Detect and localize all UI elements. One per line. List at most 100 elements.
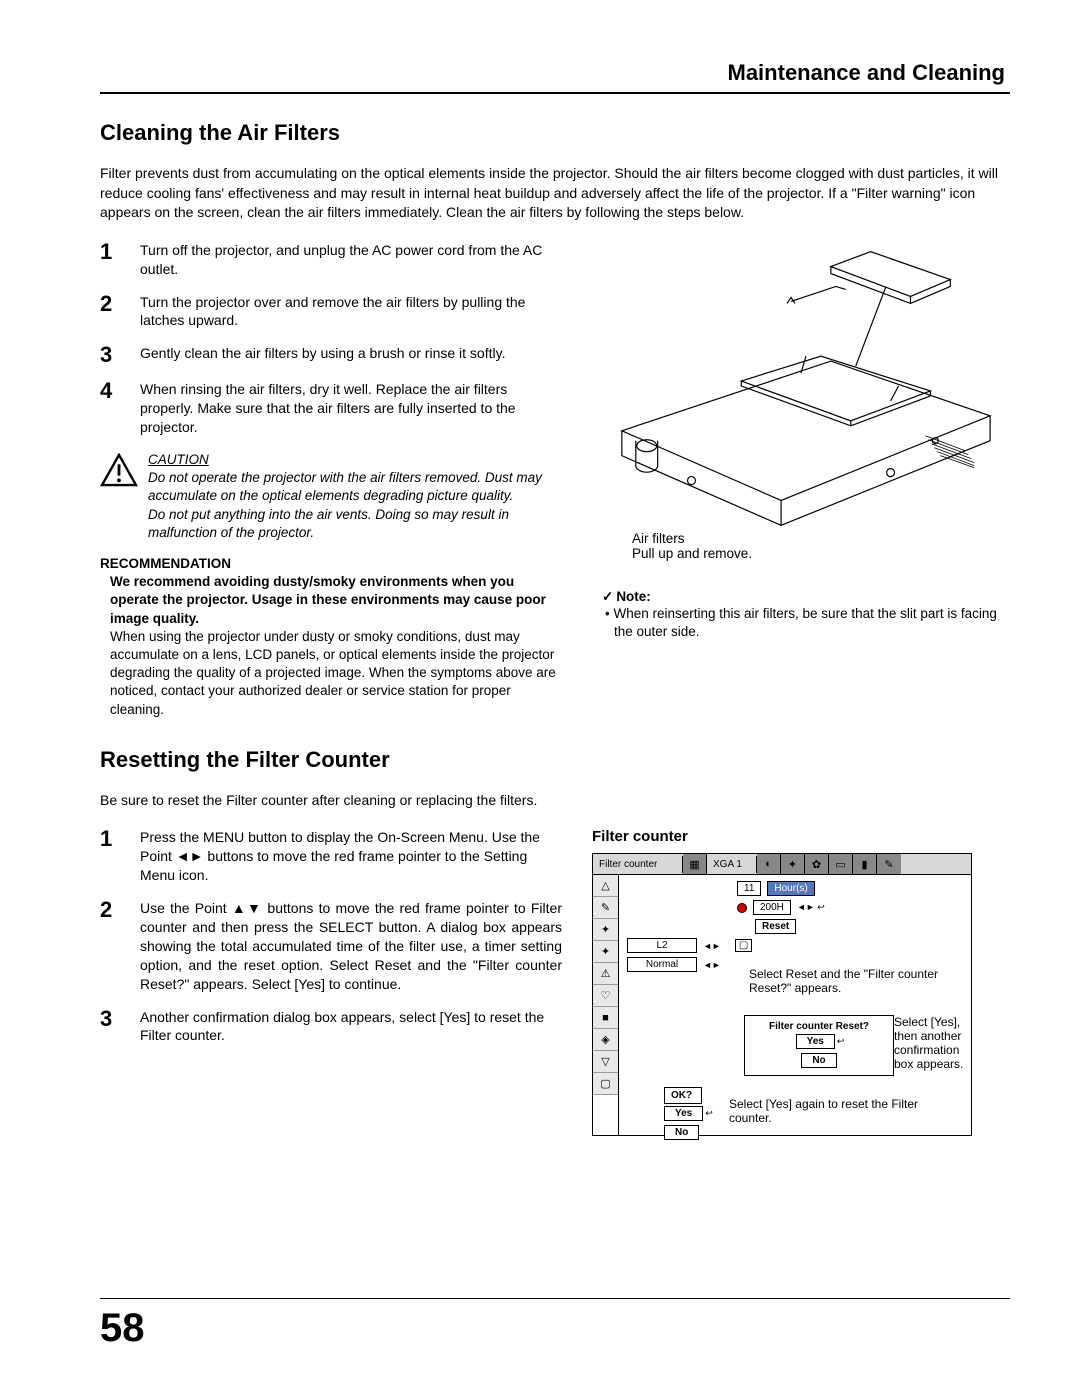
sidebar-icon: ♡ — [593, 985, 618, 1007]
sidebar-icon: ✦ — [593, 919, 618, 941]
menu-xga: XGA 1 — [707, 856, 757, 873]
sidebar-warning-icon: ⚠ — [593, 963, 618, 985]
page-header: Maintenance and Cleaning — [728, 60, 1006, 86]
step-number: 3 — [100, 1008, 140, 1046]
yes-button: Yes — [664, 1106, 703, 1121]
caution-body2: Do not put anything into the air vents. … — [148, 507, 509, 540]
menu-body: △ ✎ ✦ ✦ ⚠ ♡ ■ ◈ ▽ ▢ 11 Hour(s) — [593, 875, 971, 1135]
menu-icon: ▭ — [829, 854, 853, 874]
section2-right-column: Filter counter Filter counter ▦ XGA 1 ◐ … — [592, 828, 1010, 1136]
menu-icon: ✎ — [877, 854, 901, 874]
l2-label: L2 — [627, 938, 697, 953]
section2-left-column: 1 Press the MENU button to display the O… — [100, 828, 562, 1136]
callout-2: Select [Yes], then another confirmation … — [894, 1015, 979, 1071]
caution-text: CAUTION Do not operate the projector wit… — [148, 451, 562, 542]
section2-intro: Be sure to reset the Filter counter afte… — [100, 791, 1010, 811]
step-text: Use the Point ▲▼ buttons to move the red… — [140, 899, 562, 993]
caution-label: CAUTION — [148, 452, 209, 467]
menu-row: Reset — [755, 919, 963, 934]
step-text: Turn the projector over and remove the a… — [140, 293, 562, 331]
arrows-icon: ◄► — [703, 941, 721, 951]
step-row: 3 Gently clean the air filters by using … — [100, 344, 562, 366]
section1-left-column: 1 Turn off the projector, and unplug the… — [100, 241, 562, 719]
step-row: 2 Use the Point ▲▼ buttons to move the r… — [100, 899, 562, 993]
sidebar-icon: ▢ — [593, 1073, 618, 1095]
step-row: 2 Turn the projector over and remove the… — [100, 293, 562, 331]
reset-label: Reset — [755, 919, 796, 934]
onscreen-menu: Filter counter ▦ XGA 1 ◐ ✦ ✿ ▭ ▮ ✎ △ ✎ ✦… — [592, 853, 972, 1136]
ok-label: OK? — [664, 1087, 702, 1104]
caution-body1: Do not operate the projector with the ai… — [148, 470, 542, 503]
page-number: 58 — [100, 1306, 145, 1351]
section1-title: Cleaning the Air Filters — [100, 120, 1010, 146]
sidebar-up-icon: △ — [593, 875, 618, 897]
arrows-icon: ◄► — [703, 960, 721, 970]
menu-sidebar: △ ✎ ✦ ✦ ⚠ ♡ ■ ◈ ▽ ▢ — [593, 875, 619, 1135]
warning-triangle-icon — [100, 453, 138, 487]
step-row: 1 Press the MENU button to display the O… — [100, 828, 562, 885]
menu-icon: ✦ — [781, 854, 805, 874]
box-icon: ▢ — [735, 939, 752, 952]
step-number: 1 — [100, 828, 140, 885]
step-text: Press the MENU button to display the On-… — [140, 828, 562, 885]
note-heading: ✓Note: — [602, 589, 1010, 605]
step-row: 1 Turn off the projector, and unplug the… — [100, 241, 562, 279]
callout-1: Select Reset and the "Filter counter Res… — [749, 967, 959, 995]
note-heading-text: Note: — [616, 589, 651, 604]
sidebar-icon: ✦ — [593, 941, 618, 963]
menu-icon: ◐ — [757, 854, 781, 874]
recommendation-bold: We recommend avoiding dusty/smoky enviro… — [110, 573, 562, 628]
callout-3: Select [Yes] again to reset the Filter c… — [729, 1097, 929, 1125]
filter-reset-dialog: Filter counter Reset? Yes↩ No — [744, 1015, 894, 1076]
arrows-icon: ◄► ↩ — [797, 902, 825, 913]
menu-row: L2 ◄► ▢ — [627, 938, 963, 953]
hours-value: 11 — [737, 881, 761, 896]
step-number: 2 — [100, 293, 140, 331]
recommendation-body: When using the projector under dusty or … — [110, 628, 562, 719]
step-text: Turn off the projector, and unplug the A… — [140, 241, 562, 279]
menu-header: Filter counter ▦ XGA 1 ◐ ✦ ✿ ▭ ▮ ✎ — [593, 854, 971, 875]
step-number: 4 — [100, 380, 140, 437]
menu-icon: ✿ — [805, 854, 829, 874]
checkmark-icon: ✓ — [602, 589, 613, 604]
sidebar-icon: ✎ — [593, 897, 618, 919]
yes-button: Yes — [796, 1034, 835, 1049]
filter-counter-heading: Filter counter — [592, 828, 1010, 845]
caution-block: CAUTION Do not operate the projector wit… — [100, 451, 562, 542]
sidebar-icon: ■ — [593, 1007, 618, 1029]
menu-row: 200H ◄► ↩ — [737, 900, 963, 915]
step-text: Another confirmation dialog box appears,… — [140, 1008, 562, 1046]
recommendation-heading: RECOMMENDATION — [100, 556, 562, 571]
step-number: 2 — [100, 899, 140, 993]
menu-content: 11 Hour(s) 200H ◄► ↩ Reset L2 ◄► ▢ — [619, 875, 971, 1135]
timer-value: 200H — [753, 900, 791, 915]
bottom-rule — [100, 1298, 1010, 1299]
section1-right-column: Air filters Pull up and remove. ✓Note: •… — [592, 241, 1010, 719]
step-text: When rinsing the air filters, dry it wel… — [140, 380, 562, 437]
no-button: No — [801, 1053, 836, 1068]
step-row: 3 Another confirmation dialog box appear… — [100, 1008, 562, 1046]
section2-title: Resetting the Filter Counter — [100, 747, 1010, 773]
menu-icon: ▦ — [683, 854, 707, 874]
step-number: 1 — [100, 241, 140, 279]
diagram-label-2: Pull up and remove. — [632, 546, 1010, 561]
diagram-label-1: Air filters — [632, 531, 1010, 546]
step-text: Gently clean the air filters by using a … — [140, 344, 562, 366]
sidebar-down-icon: ▽ — [593, 1051, 618, 1073]
note-body: • When reinserting this air filters, be … — [614, 605, 1010, 641]
no-button: No — [664, 1125, 699, 1140]
menu-header-label: Filter counter — [593, 856, 683, 873]
projector-diagram — [592, 241, 1010, 531]
hours-unit: Hour(s) — [767, 881, 814, 896]
step-number: 3 — [100, 344, 140, 366]
red-dot-icon — [737, 903, 747, 913]
step-row: 4 When rinsing the air filters, dry it w… — [100, 380, 562, 437]
section1-intro: Filter prevents dust from accumulating o… — [100, 164, 1010, 223]
enter-icon: ↩ — [705, 1108, 713, 1118]
normal-label: Normal — [627, 957, 697, 972]
menu-icon: ▮ — [853, 854, 877, 874]
top-rule — [100, 92, 1010, 94]
dialog-title: Filter counter Reset? — [750, 1021, 888, 1032]
sidebar-icon: ◈ — [593, 1029, 618, 1051]
menu-row: 11 Hour(s) — [737, 881, 963, 896]
